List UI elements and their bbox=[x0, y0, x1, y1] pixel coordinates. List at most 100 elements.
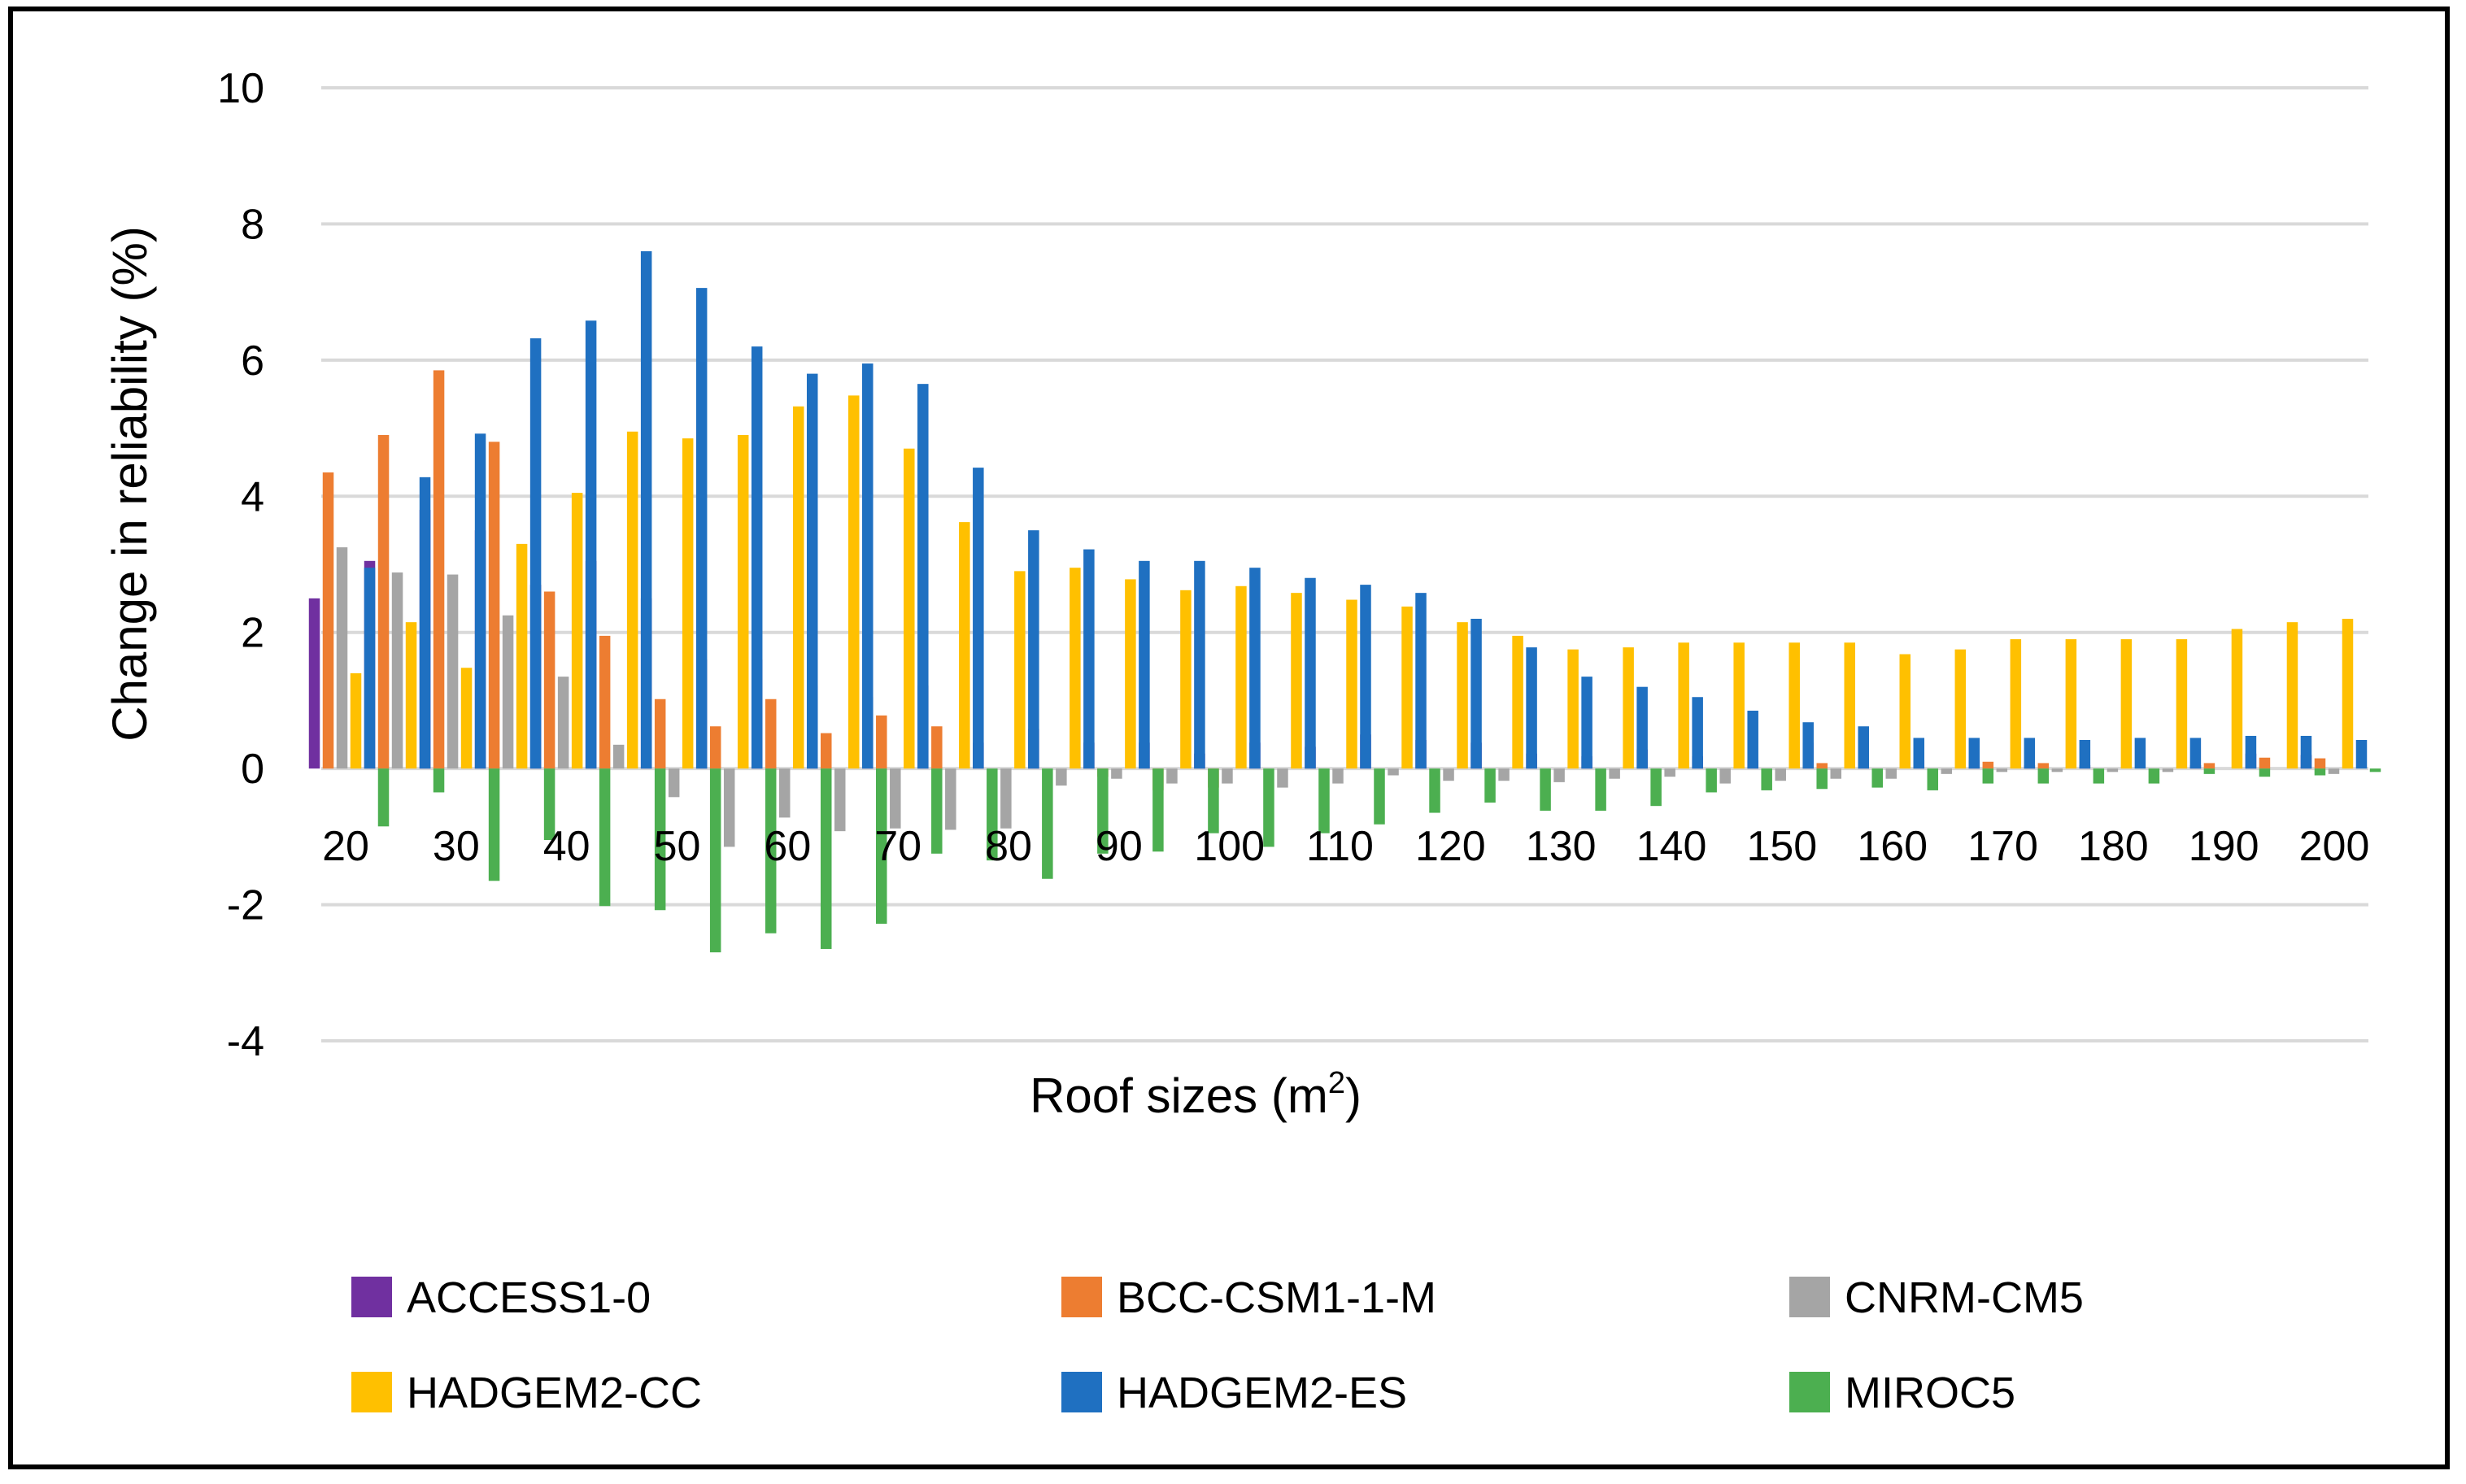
bar bbox=[2314, 768, 2326, 776]
bar bbox=[1553, 768, 1565, 782]
x-tick-label: 150 bbox=[1746, 823, 1817, 870]
bar bbox=[1512, 635, 1523, 769]
legend-label: CNRM-CM5 bbox=[1845, 1273, 2084, 1322]
bar bbox=[1180, 590, 1192, 769]
bar bbox=[1484, 768, 1496, 803]
legend-label: ACCESS1-0 bbox=[407, 1273, 651, 1322]
bar bbox=[2148, 768, 2160, 784]
bar bbox=[2355, 739, 2368, 769]
bar bbox=[2065, 639, 2077, 769]
legend-label: MIROC5 bbox=[1845, 1369, 2015, 1417]
bar bbox=[1650, 768, 1662, 807]
bar bbox=[1540, 768, 1551, 812]
bar bbox=[2162, 768, 2174, 772]
bar bbox=[1996, 768, 2008, 772]
bar bbox=[433, 768, 445, 793]
bar bbox=[433, 370, 445, 769]
bars bbox=[308, 250, 2381, 953]
legend-label: HADGEM2-CC bbox=[407, 1369, 702, 1417]
bar bbox=[806, 373, 818, 769]
x-axis-title: Roof sizes (m2) bbox=[1030, 1066, 1362, 1123]
x-tick-label: 200 bbox=[2299, 823, 2370, 870]
bar bbox=[1609, 768, 1620, 779]
bar bbox=[419, 477, 431, 769]
x-tick-label: 80 bbox=[985, 823, 1032, 870]
bar bbox=[931, 726, 943, 769]
x-tick-label: 20 bbox=[322, 823, 369, 870]
bar bbox=[612, 744, 625, 769]
legend-swatch bbox=[1061, 1372, 1102, 1412]
bar bbox=[474, 433, 486, 769]
bar bbox=[1775, 768, 1786, 781]
bar bbox=[1111, 768, 1122, 779]
bar bbox=[1982, 768, 1994, 784]
y-tick-label: 0 bbox=[241, 746, 264, 793]
bar bbox=[1388, 768, 1399, 776]
bar bbox=[751, 346, 763, 769]
bar bbox=[2037, 768, 2050, 784]
y-tick-label: 6 bbox=[241, 337, 264, 385]
y-tick-label: -2 bbox=[227, 882, 264, 929]
bar bbox=[848, 395, 860, 769]
bar bbox=[1152, 768, 1164, 852]
y-tick-label: 10 bbox=[217, 65, 264, 112]
x-tick-label: 100 bbox=[1194, 823, 1265, 870]
bar bbox=[862, 363, 874, 769]
bar bbox=[1125, 579, 1136, 769]
y-tick-label: 4 bbox=[241, 473, 264, 520]
y-tick-label: -4 bbox=[227, 1018, 264, 1065]
bar bbox=[2328, 768, 2340, 774]
bar bbox=[2342, 618, 2354, 769]
bar bbox=[2176, 639, 2188, 769]
bar bbox=[1858, 726, 1869, 769]
bar bbox=[1581, 677, 1592, 769]
x-tick-label: 30 bbox=[433, 823, 480, 870]
bar bbox=[876, 715, 887, 769]
bar bbox=[876, 768, 887, 925]
bar bbox=[1028, 530, 1039, 769]
bar bbox=[778, 768, 791, 818]
y-tick-label: 2 bbox=[241, 610, 264, 657]
x-axis-title-end: ) bbox=[1345, 1068, 1362, 1123]
bar bbox=[1871, 768, 1883, 788]
bar bbox=[1277, 768, 1288, 788]
bar bbox=[543, 591, 556, 769]
legend-label: BCC-CSM1-1-M bbox=[1117, 1273, 1436, 1322]
bar bbox=[2107, 768, 2119, 772]
bar bbox=[917, 384, 929, 769]
bar bbox=[529, 338, 542, 769]
bar bbox=[1222, 768, 1233, 784]
bar bbox=[1706, 768, 1717, 793]
x-tick-label: 160 bbox=[1857, 823, 1928, 870]
bar bbox=[1291, 593, 1302, 769]
bar bbox=[2203, 768, 2215, 774]
bar bbox=[959, 522, 970, 769]
bar bbox=[1443, 768, 1454, 781]
x-tick-label: 70 bbox=[874, 823, 921, 870]
bar bbox=[502, 615, 514, 769]
bar bbox=[1636, 686, 1648, 769]
x-tick-label: 190 bbox=[2189, 823, 2259, 870]
bar bbox=[1042, 768, 1053, 879]
bar bbox=[931, 768, 943, 854]
bar bbox=[1014, 571, 1026, 769]
bar bbox=[516, 543, 528, 769]
bar bbox=[1249, 568, 1261, 769]
bar bbox=[987, 768, 998, 861]
bar bbox=[2079, 739, 2091, 769]
bar bbox=[1360, 585, 1371, 769]
bar bbox=[737, 434, 749, 769]
bar bbox=[682, 438, 694, 769]
bar bbox=[405, 622, 417, 769]
bar bbox=[821, 733, 832, 769]
bar bbox=[1305, 577, 1316, 769]
bar bbox=[1954, 649, 1967, 769]
x-tick-label: 110 bbox=[1306, 823, 1374, 870]
bar bbox=[695, 288, 708, 769]
legend-swatch bbox=[351, 1372, 392, 1412]
bar bbox=[654, 698, 666, 769]
bar bbox=[2010, 639, 2022, 769]
bar bbox=[350, 672, 362, 769]
bar bbox=[447, 574, 459, 769]
